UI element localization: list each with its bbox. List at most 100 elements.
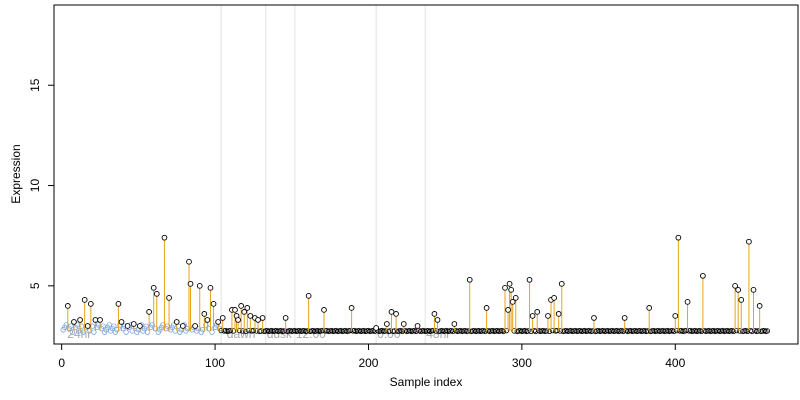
x-axis: 0 100 200 300 400 xyxy=(58,343,686,370)
baseline-point-98 xyxy=(209,329,215,335)
peak-point-18 xyxy=(173,319,180,325)
peak-point-47 xyxy=(388,309,395,315)
peak-point-23 xyxy=(196,282,203,289)
baseline-point-36 xyxy=(114,327,120,333)
x-tick-label-3: 300 xyxy=(512,356,532,370)
baseline-point-56 xyxy=(144,329,151,335)
peak-point-63 xyxy=(529,313,536,319)
peak-point-16 xyxy=(161,234,168,241)
baseline-point-290 xyxy=(503,327,510,334)
peak-point-71 xyxy=(621,315,628,321)
baseline-point-7 xyxy=(69,329,76,335)
peak-point-35 xyxy=(241,309,248,315)
peak-point-3 xyxy=(81,297,88,303)
peak-point-7 xyxy=(97,317,103,323)
y-tick-label-1: 10 xyxy=(28,179,42,193)
baseline-point-34 xyxy=(111,323,117,329)
peak-point-76 xyxy=(700,272,706,279)
peak-point-60 xyxy=(509,299,516,305)
peak-point-68 xyxy=(555,311,562,317)
baseline-point-116 xyxy=(236,327,243,334)
peak-point-67 xyxy=(551,295,557,301)
peak-point-49 xyxy=(400,321,407,327)
peak-point-52 xyxy=(434,317,441,323)
y-tick-label-2: 15 xyxy=(28,78,42,92)
x-tick-label-2: 200 xyxy=(358,356,378,370)
peak-point-69 xyxy=(558,280,565,287)
baseline-point-304 xyxy=(525,328,531,334)
baseline-point-288 xyxy=(500,328,507,335)
peak-point-9 xyxy=(118,319,125,325)
y-axis-label: Expression xyxy=(9,144,23,203)
peak-point-6 xyxy=(92,317,99,323)
peak-point-0 xyxy=(64,303,71,309)
peak-point-5 xyxy=(87,301,94,307)
peak-point-39 xyxy=(255,317,261,323)
baseline-point-42 xyxy=(123,329,129,335)
peak-point-65 xyxy=(545,313,551,319)
peak-point-28 xyxy=(215,319,221,325)
baseline-point-94 xyxy=(203,322,209,328)
peak-point-53 xyxy=(451,321,458,327)
baseline-point-14 xyxy=(80,329,86,335)
baseline-point-96 xyxy=(206,325,212,332)
peak-point-10 xyxy=(124,323,131,329)
x-axis-label: Sample index xyxy=(390,375,463,389)
peak-point-50 xyxy=(414,323,421,329)
peak-point-43 xyxy=(321,307,327,313)
baseline-points xyxy=(60,322,771,335)
peak-point-79 xyxy=(738,297,745,303)
peak-point-37 xyxy=(247,313,254,319)
peak-point-19 xyxy=(180,323,186,329)
peak-point-55 xyxy=(483,305,490,311)
baseline-point-318 xyxy=(546,328,553,335)
peak-point-61 xyxy=(512,295,519,301)
plot-frame xyxy=(53,4,799,345)
peak-point-78 xyxy=(735,286,742,293)
peak-point-34 xyxy=(238,303,245,309)
peak-point-58 xyxy=(506,280,513,287)
peak-point-70 xyxy=(591,315,597,321)
peak-point-74 xyxy=(675,234,682,241)
x-tick-label-0: 0 xyxy=(58,356,65,370)
baseline-point-120 xyxy=(243,328,249,335)
peak-point-46 xyxy=(384,321,390,327)
region-dividers xyxy=(220,5,426,344)
peak-point-81 xyxy=(750,286,757,293)
peak-point-62 xyxy=(526,276,533,283)
baseline-point-125 xyxy=(250,327,257,334)
peak-point-54 xyxy=(466,276,473,283)
peak-point-4 xyxy=(84,323,91,329)
peak-point-22 xyxy=(192,323,198,329)
peak-point-25 xyxy=(204,317,211,323)
y-tick-label-0: 5 xyxy=(28,282,42,289)
baseline-point-21 xyxy=(91,329,97,335)
peak-point-36 xyxy=(244,305,251,311)
peak-point-20 xyxy=(186,258,192,265)
peak-point-77 xyxy=(732,282,738,289)
peak-point-42 xyxy=(305,293,312,299)
peak-point-27 xyxy=(210,301,217,307)
peak-point-11 xyxy=(130,321,137,327)
peak-point-15 xyxy=(153,291,160,297)
region-label-1: dawn xyxy=(227,327,256,341)
baseline-point-59 xyxy=(149,322,155,328)
baseline-point-440 xyxy=(733,327,740,334)
peak-point-41 xyxy=(282,315,289,321)
peak-point-29 xyxy=(219,315,226,321)
peak-point-1 xyxy=(71,319,77,325)
y-axis: 5 10 15 xyxy=(28,78,55,289)
x-tick-label-4: 400 xyxy=(665,356,685,370)
peak-point-31 xyxy=(232,307,238,313)
peak-point-56 xyxy=(502,284,508,291)
baseline-point-112 xyxy=(230,328,237,334)
peak-point-17 xyxy=(166,295,172,301)
peak-point-8 xyxy=(115,301,122,307)
peak-point-24 xyxy=(201,311,208,317)
peak-point-21 xyxy=(187,280,194,287)
peak-point-82 xyxy=(756,303,763,309)
peak-point-64 xyxy=(534,309,541,315)
peak-point-45 xyxy=(373,325,379,331)
peak-point-59 xyxy=(508,286,514,293)
peak-point-57 xyxy=(505,307,511,313)
